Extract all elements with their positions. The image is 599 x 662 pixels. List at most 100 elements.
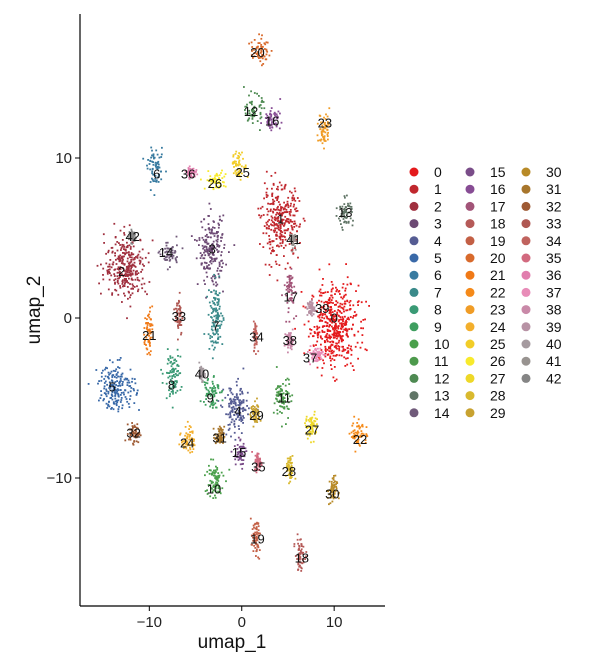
- cell-point: [281, 188, 284, 191]
- cell-point: [339, 337, 342, 340]
- cell-point: [147, 322, 149, 324]
- cell-point: [329, 335, 331, 338]
- cell-point: [253, 106, 256, 108]
- cell-point: [360, 320, 362, 323]
- cell-point: [213, 333, 215, 336]
- cell-point: [279, 388, 282, 390]
- cell-point: [204, 283, 206, 285]
- cluster-label-2: 2: [118, 264, 125, 279]
- cell-point: [351, 424, 354, 427]
- cell-point: [257, 406, 260, 408]
- cell-point: [286, 203, 289, 205]
- cell-point: [329, 492, 332, 495]
- cell-point: [212, 308, 214, 311]
- cell-point: [290, 467, 293, 470]
- cell-point: [225, 413, 227, 416]
- cell-point: [175, 374, 178, 377]
- cell-point: [117, 393, 120, 396]
- cell-point: [207, 170, 210, 172]
- cell-point: [324, 124, 327, 126]
- cell-point: [162, 248, 164, 251]
- cell-point: [212, 497, 215, 499]
- cluster-17-points: [281, 267, 298, 323]
- cell-point: [281, 399, 284, 402]
- cell-point: [286, 200, 289, 203]
- cell-point: [186, 444, 189, 447]
- cell-point: [342, 308, 345, 311]
- cell-point: [267, 202, 269, 205]
- cell-point: [280, 121, 283, 124]
- cell-point: [124, 249, 127, 252]
- cell-point: [216, 269, 219, 272]
- legend-label: 7: [434, 284, 442, 300]
- cell-point: [208, 264, 210, 266]
- cell-point: [288, 297, 291, 300]
- cell-point: [116, 359, 119, 361]
- cell-point: [212, 180, 215, 183]
- cell-point: [360, 327, 362, 330]
- cell-point: [342, 322, 345, 325]
- cell-point: [341, 335, 344, 337]
- cell-point: [259, 129, 261, 131]
- cell-point: [289, 456, 292, 458]
- cell-point: [117, 371, 119, 374]
- cell-point: [220, 427, 222, 430]
- cell-point: [141, 263, 144, 266]
- cluster-9-points: [199, 375, 224, 409]
- cell-point: [206, 493, 209, 495]
- cell-point: [316, 423, 318, 426]
- cell-point: [291, 341, 293, 344]
- cell-point: [248, 112, 251, 115]
- cell-point: [269, 110, 272, 112]
- cell-point: [334, 334, 337, 337]
- cell-point: [215, 185, 217, 188]
- cell-point: [342, 218, 345, 220]
- cell-point: [362, 433, 365, 436]
- cell-point: [217, 251, 219, 253]
- cell-point: [262, 246, 265, 248]
- cell-point: [260, 461, 263, 464]
- cell-point: [103, 392, 106, 394]
- cell-point: [108, 271, 110, 273]
- cell-point: [289, 337, 292, 339]
- cell-point: [251, 528, 254, 530]
- cell-point: [189, 451, 191, 454]
- cell-point: [212, 399, 214, 402]
- cell-point: [267, 210, 270, 213]
- cell-point: [211, 340, 214, 343]
- cell-point: [239, 389, 242, 392]
- cell-point: [134, 382, 137, 385]
- cell-point: [357, 357, 359, 360]
- cell-point: [187, 168, 190, 171]
- cell-point: [133, 257, 136, 259]
- cell-point: [127, 235, 130, 238]
- legend-swatch: [521, 253, 531, 263]
- cell-point: [129, 305, 132, 308]
- cell-point: [214, 469, 217, 472]
- cell-point: [114, 389, 117, 391]
- cell-point: [125, 265, 128, 268]
- cell-point: [354, 314, 357, 317]
- cell-point: [339, 316, 342, 318]
- legend-swatch: [409, 287, 419, 297]
- cell-point: [289, 480, 292, 483]
- cell-point: [111, 361, 114, 364]
- cell-point: [128, 406, 131, 408]
- legend-label: 2: [434, 198, 442, 214]
- cell-point: [287, 228, 290, 230]
- cell-point: [268, 219, 271, 221]
- cell-point: [279, 232, 282, 235]
- cell-point: [150, 156, 152, 159]
- cell-point: [266, 213, 269, 216]
- cell-point: [259, 52, 262, 54]
- cluster-label-24: 24: [180, 435, 194, 450]
- cell-point: [208, 253, 210, 256]
- cell-point: [326, 332, 329, 335]
- cell-point: [240, 453, 243, 456]
- cell-point: [129, 254, 132, 257]
- cell-point: [276, 227, 278, 230]
- legend-item-8: 8: [409, 302, 442, 318]
- cell-point: [216, 244, 219, 246]
- cluster-label-10: 10: [207, 482, 221, 497]
- cell-point: [323, 147, 325, 150]
